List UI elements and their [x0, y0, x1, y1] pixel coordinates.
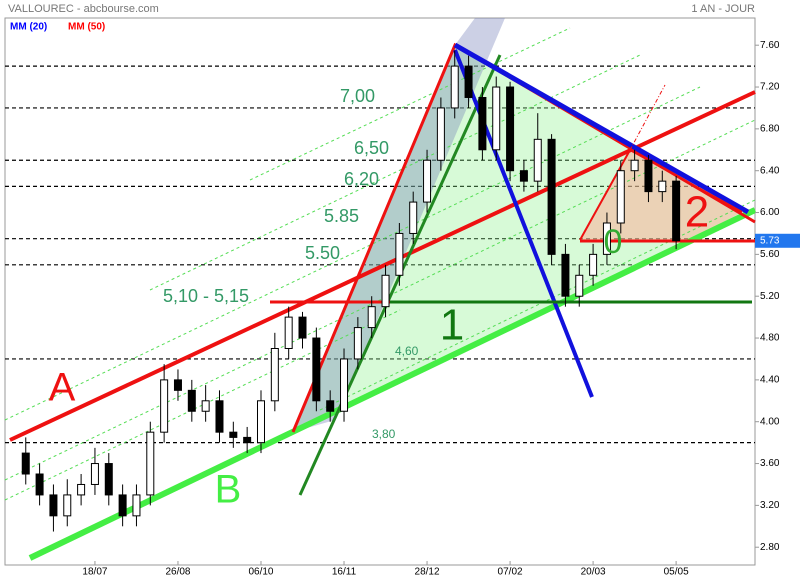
- candle-body: [672, 180, 681, 242]
- candle-body: [478, 96, 487, 151]
- x-tick-label: 05/05: [664, 567, 689, 578]
- x-tick-label: 28/12: [415, 567, 440, 578]
- label-a: A: [49, 366, 76, 410]
- trendline-blue: [453, 42, 750, 215]
- candle-body: [450, 65, 459, 109]
- candle-body: [519, 170, 528, 182]
- candle-body: [160, 379, 169, 433]
- level-label: 5.50: [305, 243, 340, 263]
- x-tick-label: 26/08: [165, 567, 190, 578]
- last-price-tag: [755, 233, 800, 248]
- period: 1 AN - JOUR: [691, 3, 755, 15]
- y-tick-label: 3.60: [760, 458, 780, 469]
- annotations: A B 1 2 0 7,00 6,50 6,20 5.85 5.50 5,10 …: [49, 86, 710, 512]
- candle-body: [506, 86, 515, 172]
- candle-body: [132, 494, 141, 517]
- candle-body: [409, 201, 418, 234]
- level-label: 5.85: [324, 206, 359, 226]
- candle-body: [658, 180, 667, 193]
- label-b: B: [215, 468, 242, 512]
- level-label: 3,80: [372, 427, 396, 441]
- y-tick-label: 6.40: [760, 165, 780, 176]
- level-label: 5,10 - 5,15: [163, 286, 249, 306]
- candle-body: [547, 138, 556, 255]
- candle-body: [575, 274, 584, 297]
- candle-body: [63, 494, 72, 517]
- candle-body: [340, 358, 349, 412]
- candle-body: [77, 483, 86, 496]
- candle-body: [602, 222, 611, 255]
- candle-body: [256, 400, 265, 444]
- x-tick-label: 18/07: [82, 567, 107, 578]
- level-label: 7,00: [340, 86, 375, 106]
- y-tick-label: 4.80: [760, 333, 780, 344]
- candle-body: [326, 400, 335, 412]
- candle-body: [533, 138, 542, 182]
- y-tick-label: 7.60: [760, 40, 780, 51]
- legend-entry: MM (20): [10, 22, 47, 33]
- y-tick-label: 2.80: [760, 542, 780, 553]
- candle-body: [90, 463, 99, 485]
- x-tick-label: 16/11: [332, 567, 357, 578]
- chart-title: VALLOUREC - abcbourse.com: [8, 3, 159, 15]
- y-tick-label: 4.00: [760, 416, 780, 427]
- x-tick-label: 07/02: [498, 567, 523, 578]
- label-2: 2: [685, 188, 709, 237]
- candle-body: [298, 316, 307, 339]
- candle-body: [243, 436, 252, 444]
- trendline-b: [28, 207, 757, 561]
- candle-body: [49, 494, 58, 517]
- candle-body: [644, 159, 653, 193]
- candle-body: [187, 389, 196, 412]
- level-label: 6,20: [344, 169, 379, 189]
- candle-body: [270, 348, 279, 402]
- candle-body: [35, 473, 44, 496]
- drawings: [4, 18, 757, 561]
- plot-frame: [4, 17, 756, 566]
- y-tick-label: 6.00: [760, 207, 780, 218]
- x-tick-label: 06/10: [248, 567, 273, 578]
- y-tick-label: 7.20: [760, 82, 780, 93]
- candle-body: [146, 431, 155, 496]
- candle-body: [630, 159, 639, 172]
- last-price-label: 5.73: [760, 235, 780, 246]
- candle-body: [312, 337, 321, 402]
- y-tick-label: 5.20: [760, 291, 780, 302]
- candle-body: [229, 431, 238, 438]
- candle-body: [616, 170, 625, 224]
- candle-body: [561, 253, 570, 297]
- triangle-fill: [293, 45, 745, 432]
- y-tick-label: 5.60: [760, 249, 780, 260]
- candle-body: [173, 379, 182, 391]
- candle-body: [104, 463, 113, 496]
- y-tick-label: 3.20: [760, 500, 780, 511]
- target-line: [629, 84, 666, 151]
- label-0: 0: [604, 223, 623, 261]
- trendline-blue: [453, 49, 594, 398]
- candle-body: [395, 232, 404, 276]
- label-1: 1: [440, 301, 464, 350]
- candle-body: [201, 400, 210, 412]
- candle-body: [118, 494, 127, 517]
- candle-body: [381, 274, 390, 308]
- level-label: 4,60: [395, 344, 419, 358]
- level-label: 6,50: [354, 138, 389, 158]
- y-tick-label: 6.80: [760, 124, 780, 135]
- candle-body: [367, 306, 376, 329]
- candle-body: [215, 400, 224, 433]
- candle-body: [589, 253, 598, 276]
- candle-body: [436, 107, 445, 161]
- candle-body: [353, 327, 362, 360]
- y-tick-label: 4.40: [760, 375, 780, 386]
- x-tick-label: 20/03: [581, 567, 606, 578]
- channel-lines: [4, 27, 756, 501]
- legend-entry: MM (50): [68, 22, 105, 33]
- candle-body: [492, 86, 501, 151]
- candle-body: [464, 65, 473, 98]
- candle-body: [284, 316, 293, 350]
- candle-body: [21, 452, 30, 475]
- candle-body: [423, 159, 432, 203]
